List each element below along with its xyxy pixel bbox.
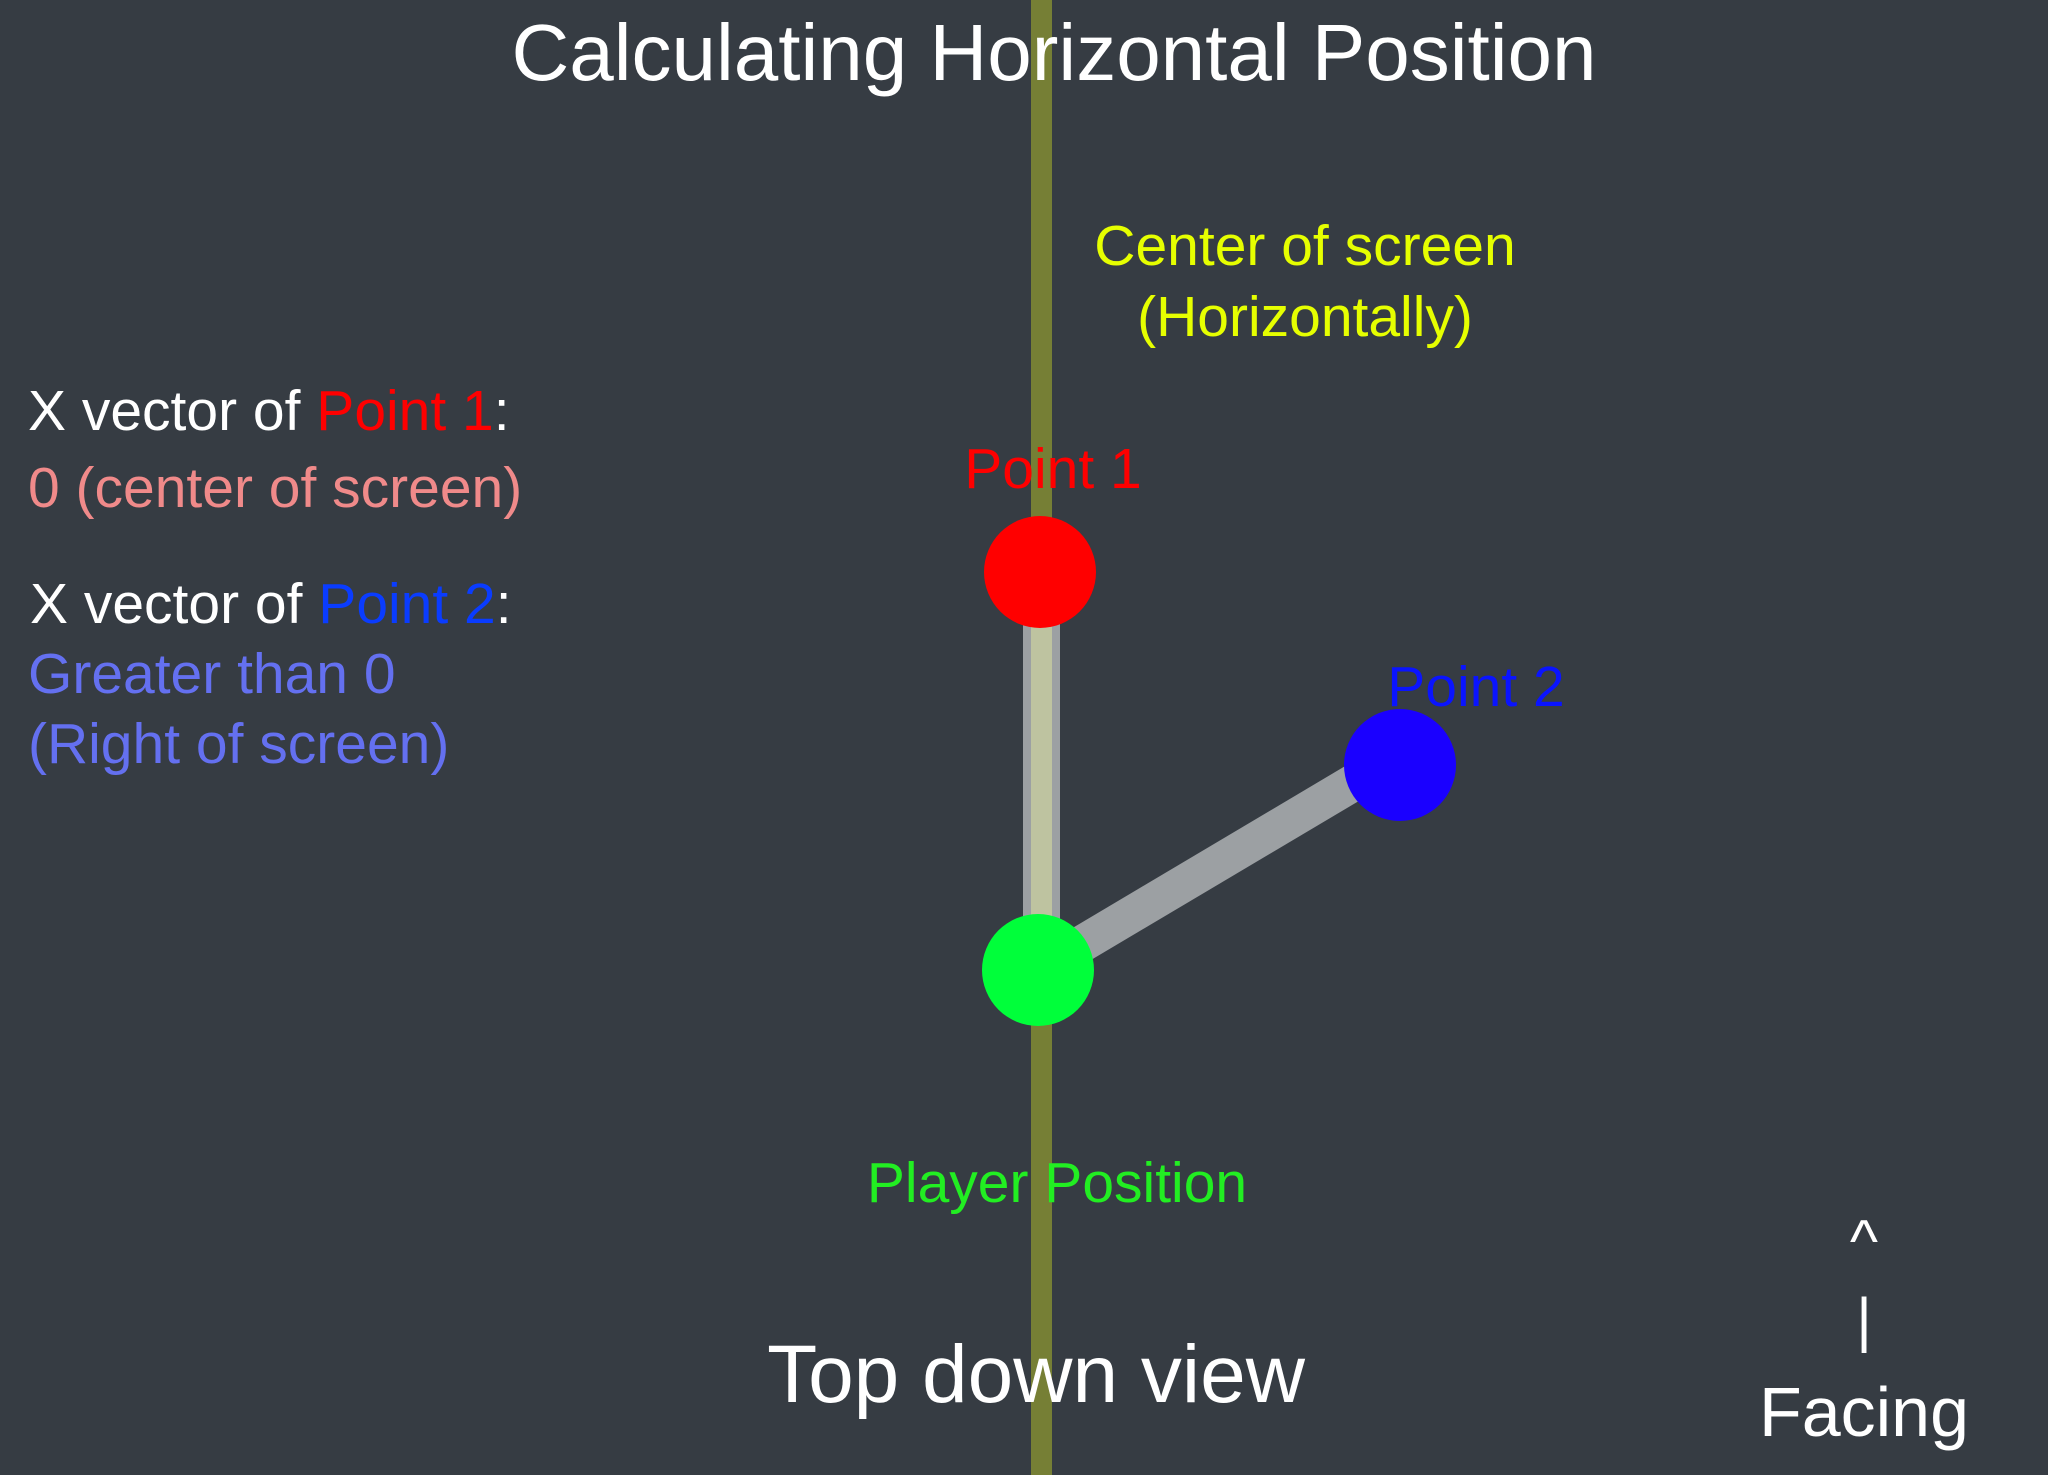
facing-arrow-shaft-icon: | [1856, 1286, 1872, 1353]
point1-heading-name: Point 1 [316, 379, 493, 443]
point2-heading-prefix: X vector of [30, 572, 318, 636]
facing-label: Facing [1759, 1373, 1969, 1451]
point1-heading-prefix: X vector of [28, 379, 316, 443]
view-caption: Top down view [767, 1329, 1306, 1420]
page-title: Calculating Horizontal Position [512, 8, 1597, 97]
connector-player-point2 [1028, 739, 1410, 986]
facing-arrow-head-icon: ^ [1850, 1208, 1878, 1275]
point2-marker [1344, 709, 1456, 821]
player-label: Player Position [867, 1151, 1247, 1215]
point1-label: Point 1 [964, 437, 1141, 501]
player-marker [982, 914, 1094, 1026]
point2-heading-suffix: : [496, 572, 512, 636]
point2-label: Point 2 [1387, 655, 1564, 719]
center-line-overlap [1031, 572, 1052, 970]
point2-heading-name: Point 2 [318, 572, 495, 636]
center-label-line1: Center of screen [1094, 214, 1515, 278]
point1-value: 0 (center of screen) [28, 456, 522, 520]
point1-marker [984, 516, 1096, 628]
center-label-line2: (Horizontally) [1137, 285, 1473, 349]
point2-heading: X vector of Point 2: [30, 572, 512, 636]
point2-value-line1: Greater than 0 [28, 642, 396, 706]
point1-heading-suffix: : [494, 379, 510, 443]
point2-value-line2: (Right of screen) [28, 712, 449, 776]
point1-heading: X vector of Point 1: [28, 379, 510, 443]
